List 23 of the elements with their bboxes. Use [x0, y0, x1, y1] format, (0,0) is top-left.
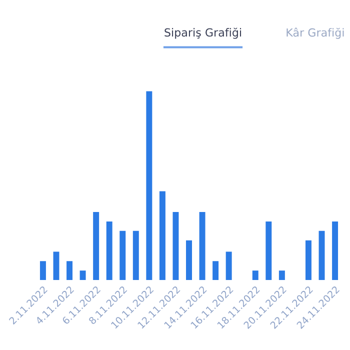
bar: [80, 270, 86, 280]
bar: [66, 261, 73, 280]
bar: [252, 270, 258, 280]
bar: [53, 252, 60, 280]
bar: [266, 221, 272, 280]
bar: [278, 270, 285, 280]
bar: [172, 212, 179, 280]
bar: [93, 212, 100, 280]
chart-title: Sipariş Grafiği: [164, 28, 242, 39]
bar: [212, 261, 219, 280]
bar: [159, 191, 166, 280]
bar: [199, 212, 206, 280]
bar: [318, 230, 325, 280]
bar: [132, 230, 139, 280]
bar: [40, 261, 46, 280]
bar: [305, 240, 312, 280]
bar: [226, 252, 232, 280]
bar: [106, 221, 112, 280]
bar: [332, 221, 338, 280]
bar: [186, 240, 192, 280]
bar: [146, 91, 152, 280]
bar: [120, 230, 126, 280]
text: Kâr Grafiği: [286, 28, 344, 39]
